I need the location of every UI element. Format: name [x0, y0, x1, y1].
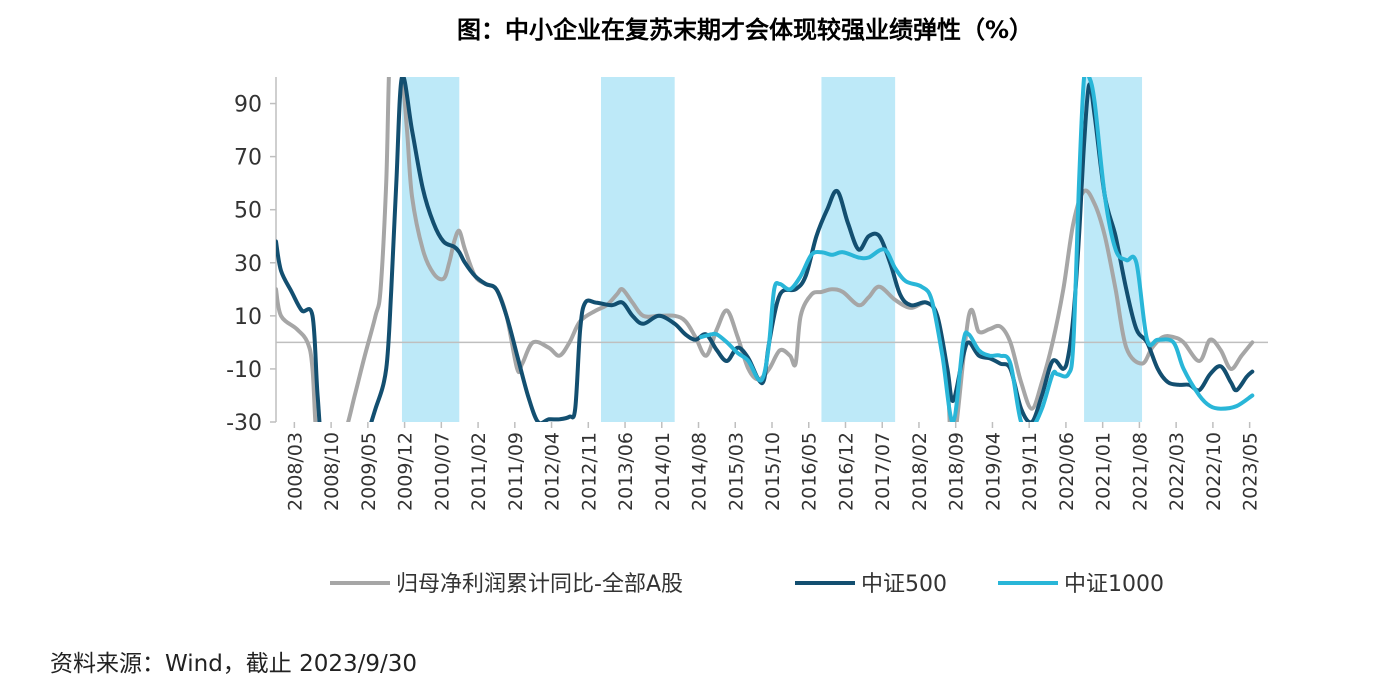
x-tick-label: 2016/05 — [799, 432, 821, 511]
x-tick-label: 2014/01 — [652, 432, 674, 511]
x-tick-label: 2022/03 — [1166, 432, 1188, 511]
shaded-periods — [401, 77, 1143, 422]
y-tick-label: -30 — [226, 411, 262, 436]
x-tick-label: 2011/09 — [505, 432, 527, 511]
x-tick-label: 2023/05 — [1240, 432, 1262, 511]
x-tick-label: 2009/12 — [395, 432, 417, 511]
y-axis: -30 -10 10 30 50 70 90 — [226, 77, 277, 436]
shaded-period-3 — [1084, 77, 1143, 422]
y-tick-label: 90 — [234, 93, 262, 118]
y-tick-label: 30 — [234, 252, 262, 277]
y-tick-label: 50 — [234, 199, 262, 224]
x-tick-label: 2017/07 — [872, 432, 894, 511]
chart-title: 图：中小企业在复苏末期才会体现较强业绩弹性（%） — [457, 16, 1033, 44]
x-tick-label: 2021/08 — [1129, 432, 1151, 511]
x-tick-label: 2020/06 — [1056, 432, 1078, 511]
series-line-all-a-shares — [276, 77, 1255, 422]
legend-label: 中证1000 — [1064, 572, 1164, 597]
x-tick-label: 2013/06 — [615, 432, 637, 511]
x-tick-label: 2022/10 — [1203, 432, 1225, 511]
x-tick-label: 2009/05 — [358, 432, 380, 511]
x-tick-label: 2008/10 — [321, 432, 343, 511]
y-tick-label: 70 — [234, 146, 262, 171]
x-tick-label: 2021/01 — [1093, 432, 1115, 511]
y-tick-label: 10 — [234, 305, 262, 330]
shaded-period-1 — [600, 77, 675, 422]
x-axis: 2008/03 2008/10 2009/05 2009/12 2010/07 2011/… — [284, 422, 1262, 511]
legend-label: 中证500 — [861, 572, 947, 597]
legend: 归母净利润累计同比-全部A股 中证500 中证1000 — [330, 572, 1164, 597]
source-note: 资料来源：Wind，截止 2023/9/30 — [50, 651, 418, 677]
x-tick-label: 2015/10 — [762, 432, 784, 511]
legend-label: 归母净利润累计同比-全部A股 — [396, 572, 683, 597]
x-tick-label: 2011/02 — [468, 432, 490, 511]
x-tick-label: 2008/03 — [284, 432, 306, 511]
x-tick-label: 2014/08 — [689, 432, 711, 511]
x-tick-label: 2012/04 — [542, 432, 564, 511]
y-tick-label: -10 — [226, 358, 262, 383]
series-lines — [276, 77, 1255, 422]
x-tick-label: 2019/04 — [982, 432, 1004, 511]
series-line-csi1000 — [699, 77, 1255, 422]
x-tick-label: 2015/03 — [725, 432, 747, 511]
x-tick-label: 2010/07 — [431, 432, 453, 511]
x-tick-label: 2016/12 — [835, 432, 857, 511]
x-tick-label: 2018/02 — [909, 432, 931, 511]
x-tick-label: 2012/11 — [578, 432, 600, 511]
x-tick-label: 2019/11 — [1019, 432, 1041, 511]
x-tick-label: 2018/09 — [946, 432, 968, 511]
